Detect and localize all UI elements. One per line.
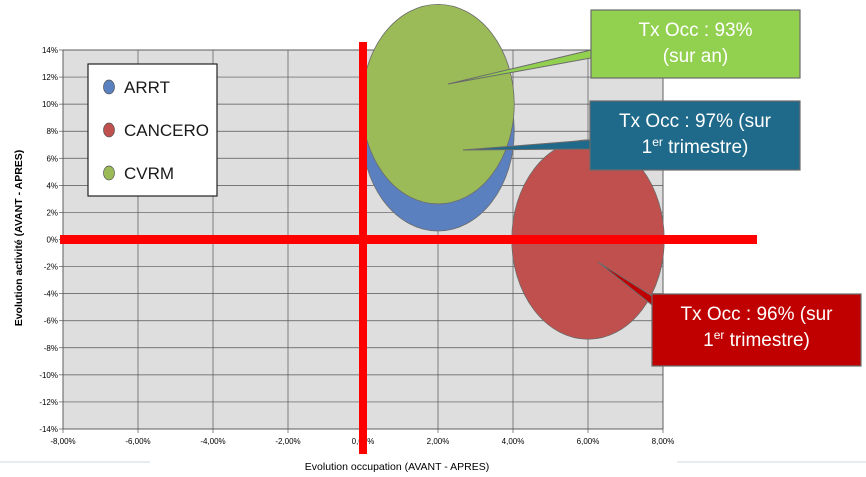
x-tick-label: 4,00% xyxy=(502,437,525,446)
y-tick-label: -10% xyxy=(39,371,58,380)
horizontal-reference-line xyxy=(60,235,757,244)
y-tick-label: -6% xyxy=(44,317,58,326)
y-tick-label: 12% xyxy=(42,73,58,82)
y-tick-label: -2% xyxy=(44,263,58,272)
y-tick-label: -12% xyxy=(39,398,58,407)
x-axis-title: Evolution occupation (AVANT - APRES) xyxy=(305,461,489,473)
callout-text-cancero: Tx Occ : 96% (sur xyxy=(680,304,833,325)
bubble-cvrm xyxy=(361,3,515,205)
x-tick-label: 6,00% xyxy=(577,437,600,446)
callout-text-arrt: 1er trimestre) xyxy=(642,135,749,158)
legend-marker-arrt xyxy=(103,79,115,95)
x-tick-label: 2,00% xyxy=(427,437,450,446)
y-tick-label: 14% xyxy=(42,46,58,55)
callout-text-cvrm: (sur an) xyxy=(663,46,728,67)
y-tick-label: -14% xyxy=(39,425,58,434)
y-tick-label: 2% xyxy=(46,208,58,217)
legend-label-cvrm: CVRM xyxy=(124,164,174,183)
x-tick-label: -4,00% xyxy=(200,437,225,446)
y-tick-label: 10% xyxy=(42,100,58,109)
legend-label-arrt: ARRT xyxy=(124,78,170,97)
x-tick-label: 8,00% xyxy=(652,437,675,446)
y-tick-label: 4% xyxy=(46,181,58,190)
y-tick-label: 0% xyxy=(46,236,58,245)
callout-text-cvrm: Tx Occ : 93% xyxy=(638,20,752,41)
y-axis-title: Evolution activité (AVANT - APRES) xyxy=(13,150,25,327)
y-tick-label: 6% xyxy=(46,154,58,163)
legend-marker-cvrm xyxy=(103,165,115,181)
callout-box-cancero xyxy=(651,293,862,367)
x-tick-label: -6,00% xyxy=(125,437,150,446)
y-tick-label: -8% xyxy=(44,344,58,353)
vertical-reference-line xyxy=(359,42,367,454)
callout-box-arrt xyxy=(589,100,801,171)
x-tick-label: -8,00% xyxy=(50,437,75,446)
y-tick-label: 8% xyxy=(46,127,58,136)
y-tick-label: -4% xyxy=(44,290,58,299)
callout-text-cancero: 1er trimestre) xyxy=(703,328,810,351)
callout-box-cvrm xyxy=(590,9,801,79)
legend-label-cancero: CANCERO xyxy=(124,121,209,140)
legend-marker-cancero xyxy=(103,122,115,138)
callout-text-arrt: Tx Occ : 97% (sur xyxy=(619,111,772,132)
x-tick-label: -2,00% xyxy=(275,437,300,446)
